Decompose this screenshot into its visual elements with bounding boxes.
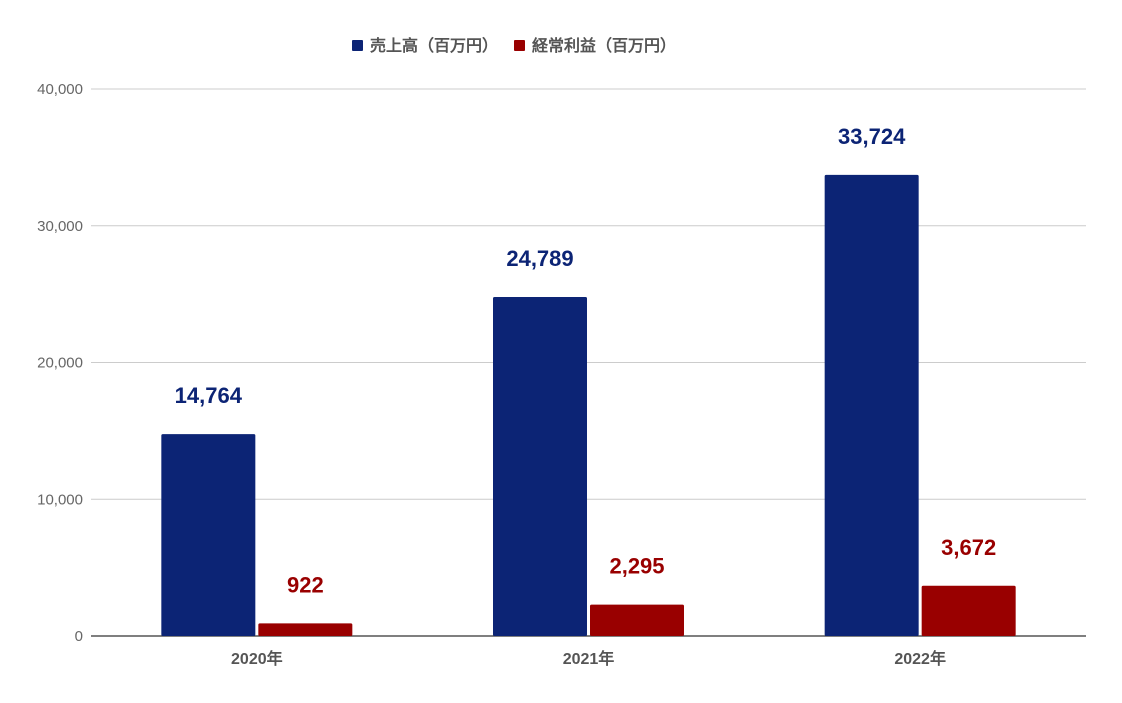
data-label: 33,724 [838, 124, 906, 149]
legend: 売上高（百万円） 経常利益（百万円） [352, 36, 676, 55]
y-tick-label: 0 [75, 628, 83, 645]
gridlines [91, 88, 1086, 637]
y-tick-label: 20,000 [37, 355, 83, 372]
data-label: 3,672 [941, 535, 996, 560]
legend-swatch [514, 40, 525, 51]
bar [258, 623, 353, 636]
legend-swatch [352, 40, 363, 51]
y-axis-ticks: 0 10,000 20,000 30,000 40,000 [37, 81, 83, 645]
y-tick-label: 30,000 [37, 218, 83, 235]
legend-label: 売上高（百万円） [370, 36, 498, 55]
bar [493, 297, 587, 636]
bar [921, 585, 1016, 636]
data-labels: 14,764 922 24,789 2,295 33,724 3,672 [175, 124, 997, 598]
data-label: 2,295 [609, 554, 664, 579]
x-tick-label: 2020年 [231, 649, 283, 668]
x-tick-label: 2022年 [894, 649, 946, 668]
data-label: 14,764 [175, 383, 243, 408]
y-tick-label: 10,000 [37, 491, 83, 508]
y-tick-label: 40,000 [37, 81, 83, 98]
bar [824, 174, 919, 637]
x-tick-label: 2021年 [563, 649, 615, 668]
bar [161, 434, 256, 636]
x-axis-ticks: 2020年 2021年 2022年 [231, 649, 946, 668]
bars [161, 174, 1016, 637]
bar [590, 604, 684, 636]
legend-label: 経常利益（百万円） [532, 36, 676, 55]
data-label: 24,789 [506, 246, 573, 271]
data-label: 922 [287, 572, 324, 597]
